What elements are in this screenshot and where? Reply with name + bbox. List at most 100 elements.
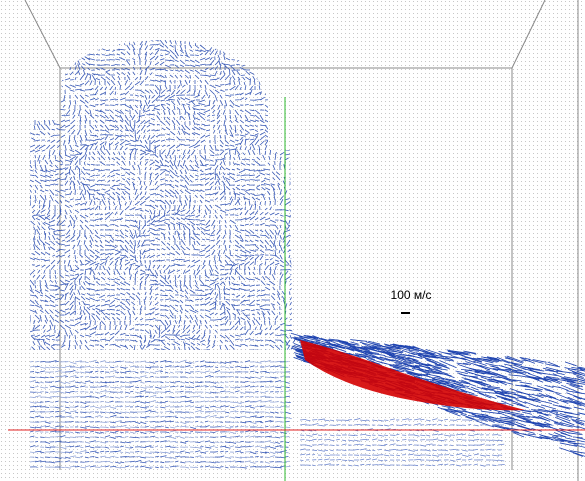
vector (95, 441, 100, 442)
vector (122, 299, 125, 300)
vector (224, 155, 225, 160)
vector (50, 402, 54, 403)
vector (285, 387, 290, 388)
vector (190, 431, 193, 432)
vector (50, 377, 54, 378)
vector (50, 396, 55, 397)
vector (80, 422, 86, 423)
vector (246, 304, 250, 305)
vector (105, 431, 109, 432)
vector (260, 129, 263, 130)
vector (140, 324, 144, 325)
vector (235, 447, 240, 448)
vector (195, 467, 198, 468)
vector (40, 466, 43, 467)
vector (110, 362, 115, 363)
vector (100, 130, 105, 131)
vector (150, 421, 155, 422)
vector (130, 441, 134, 442)
vector (75, 345, 76, 349)
vector (120, 204, 121, 210)
vector (190, 75, 191, 79)
vector (212, 115, 215, 116)
vector (225, 401, 230, 402)
vector (195, 442, 200, 443)
vector (134, 250, 135, 254)
vector (250, 325, 251, 330)
vector (165, 386, 169, 387)
vector (270, 397, 273, 398)
vector (265, 377, 270, 378)
vector (114, 170, 120, 171)
vector (96, 175, 100, 176)
vector (64, 260, 65, 264)
vector (219, 220, 220, 224)
vector (44, 120, 45, 125)
vector (265, 457, 269, 458)
vector (160, 270, 161, 273)
vector (75, 311, 76, 315)
vector (165, 382, 169, 383)
vector (254, 195, 260, 196)
vector (196, 224, 200, 225)
vector (165, 80, 166, 85)
vector (130, 447, 133, 448)
vector (250, 382, 255, 383)
vector (90, 456, 94, 457)
vector (130, 427, 135, 428)
vector (269, 321, 270, 325)
vector (120, 85, 121, 90)
vector (241, 75, 245, 76)
vector (79, 174, 80, 180)
vector (101, 60, 105, 61)
vector (250, 386, 255, 387)
vector (250, 235, 255, 236)
vector (185, 65, 189, 66)
vector (230, 422, 234, 423)
vector (40, 361, 45, 362)
vector (35, 155, 36, 158)
vector (200, 372, 206, 373)
vector (225, 442, 230, 443)
vector (94, 201, 95, 205)
vector (120, 452, 123, 453)
vector (245, 466, 248, 467)
vector (205, 386, 209, 387)
vector (184, 344, 185, 350)
vector (160, 447, 163, 448)
vector (85, 366, 90, 367)
vector (245, 104, 249, 105)
vector (226, 299, 230, 300)
vector (150, 105, 155, 106)
vector (235, 411, 238, 412)
vector-field-view: 100 м/с (0, 0, 585, 481)
vector (249, 189, 255, 190)
vector (174, 160, 175, 165)
vector (249, 170, 255, 171)
vector (175, 447, 178, 448)
vector (150, 432, 155, 433)
vector (75, 466, 80, 467)
vector (100, 322, 101, 325)
vector (154, 230, 160, 231)
vector (45, 305, 49, 306)
vector (111, 65, 115, 66)
vector (265, 452, 269, 453)
vector (110, 309, 115, 310)
vector (285, 442, 289, 443)
vector (250, 255, 254, 256)
vector (215, 367, 218, 368)
vector (225, 451, 228, 452)
vector (125, 260, 128, 261)
vector (50, 175, 53, 176)
vector (55, 270, 56, 274)
vector (230, 402, 236, 403)
vector (195, 377, 201, 378)
vector (95, 225, 99, 226)
vector (190, 467, 195, 468)
vector (285, 269, 290, 270)
vector (100, 100, 105, 101)
vector (125, 215, 130, 216)
vector (166, 100, 170, 101)
vector (30, 361, 33, 362)
